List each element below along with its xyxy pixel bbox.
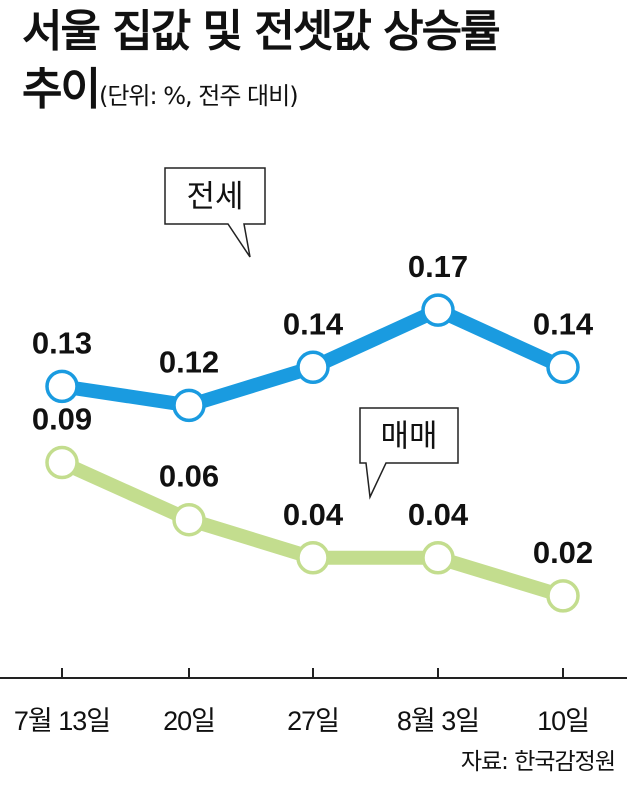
x-tick-label: 7월 13일 xyxy=(14,706,110,736)
source-note: 자료: 한국감정원 xyxy=(460,749,616,775)
data-label: 0.09 xyxy=(32,402,92,437)
data-label: 0.14 xyxy=(283,306,344,341)
data-point xyxy=(45,445,79,480)
data-label: 0.04 xyxy=(408,497,469,532)
data-point xyxy=(296,350,330,385)
data-point xyxy=(421,293,455,327)
data-point xyxy=(172,388,206,423)
data-label: 0.14 xyxy=(533,306,594,341)
data-label: 0.04 xyxy=(283,497,344,532)
chart-title: 서울 집값 및 전셋값 상승률 xyxy=(22,6,501,57)
data-label: 0.17 xyxy=(408,249,468,284)
legend-bubble-jeonse xyxy=(164,167,266,258)
chart-title-line2: 추이(단위: %, 전주 대비) xyxy=(22,62,299,124)
x-tick-label: 8월 3일 xyxy=(397,706,479,736)
x-tick-label: 20일 xyxy=(163,706,215,736)
chart-title-word: 추이 xyxy=(22,64,101,115)
data-label: 0.02 xyxy=(533,535,593,570)
legend-bubble-jeonse-label: 전세 xyxy=(186,179,243,214)
data-point xyxy=(172,502,206,537)
unit-note: (단위: %, 전주 대비) xyxy=(98,82,299,110)
x-tick-label: 27일 xyxy=(287,706,339,736)
data-label: 0.12 xyxy=(159,344,219,379)
data-point xyxy=(296,541,330,575)
data-point xyxy=(45,369,79,404)
data-label: 0.13 xyxy=(32,325,92,360)
data-point xyxy=(546,579,580,613)
data-point xyxy=(546,350,580,385)
legend-bubble-maemae xyxy=(359,407,459,500)
x-tick-label: 10일 xyxy=(537,706,589,736)
data-label: 0.06 xyxy=(159,459,219,494)
legend-bubble-maemae-label: 매매 xyxy=(380,419,437,454)
data-point xyxy=(421,541,455,575)
